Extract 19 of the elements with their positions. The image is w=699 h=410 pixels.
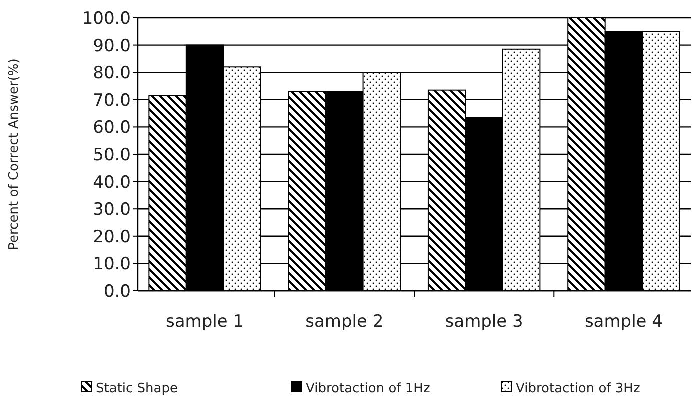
y-tick-label: 100.0 — [82, 8, 131, 29]
y-tick-label: 10.0 — [93, 254, 131, 275]
legend-label: Vibrotaction of 3Hz — [516, 382, 640, 397]
x-tick-label: sample 1 — [166, 312, 244, 332]
y-tick-label: 60.0 — [93, 118, 131, 138]
y-axis-title: Percent of Correct Answer(%) — [7, 58, 22, 250]
y-tick-label: 70.0 — [93, 90, 131, 111]
legend-label: Static Shape — [96, 382, 178, 397]
y-tick-label: 50.0 — [93, 145, 131, 166]
y-tick-label: 0.0 — [104, 282, 131, 302]
y-tick-label: 20.0 — [93, 227, 131, 248]
y-tick-label: 80.0 — [93, 64, 131, 84]
y-tick-label: 30.0 — [93, 200, 131, 220]
legend-label: Vibrotaction of 1Hz — [306, 382, 430, 397]
y-tick-label: 90.0 — [93, 36, 131, 56]
x-tick-label: sample 2 — [306, 312, 384, 332]
y-tick-label: 40.0 — [93, 172, 131, 193]
x-tick-label: sample 3 — [445, 312, 524, 332]
x-tick-label: sample 4 — [584, 312, 663, 332]
